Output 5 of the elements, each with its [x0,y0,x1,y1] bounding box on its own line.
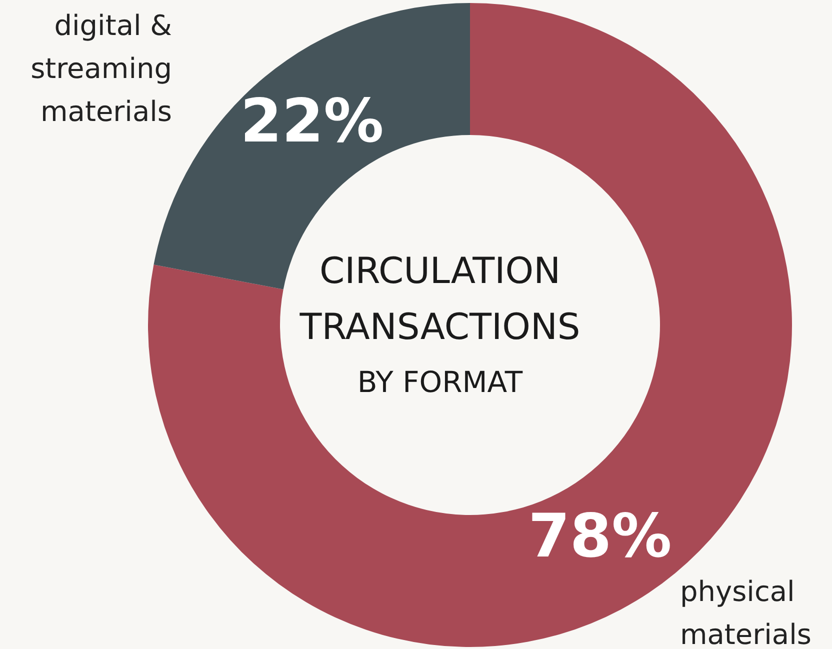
text: CIRCULATION TRANSACTIONS BY FORMAT [298,250,580,399]
slice-label: physical materials [680,574,812,649]
data-label: 22% [240,86,384,156]
data-label: 78% [528,501,672,572]
slice-label: digital & streaming materials [30,8,172,128]
